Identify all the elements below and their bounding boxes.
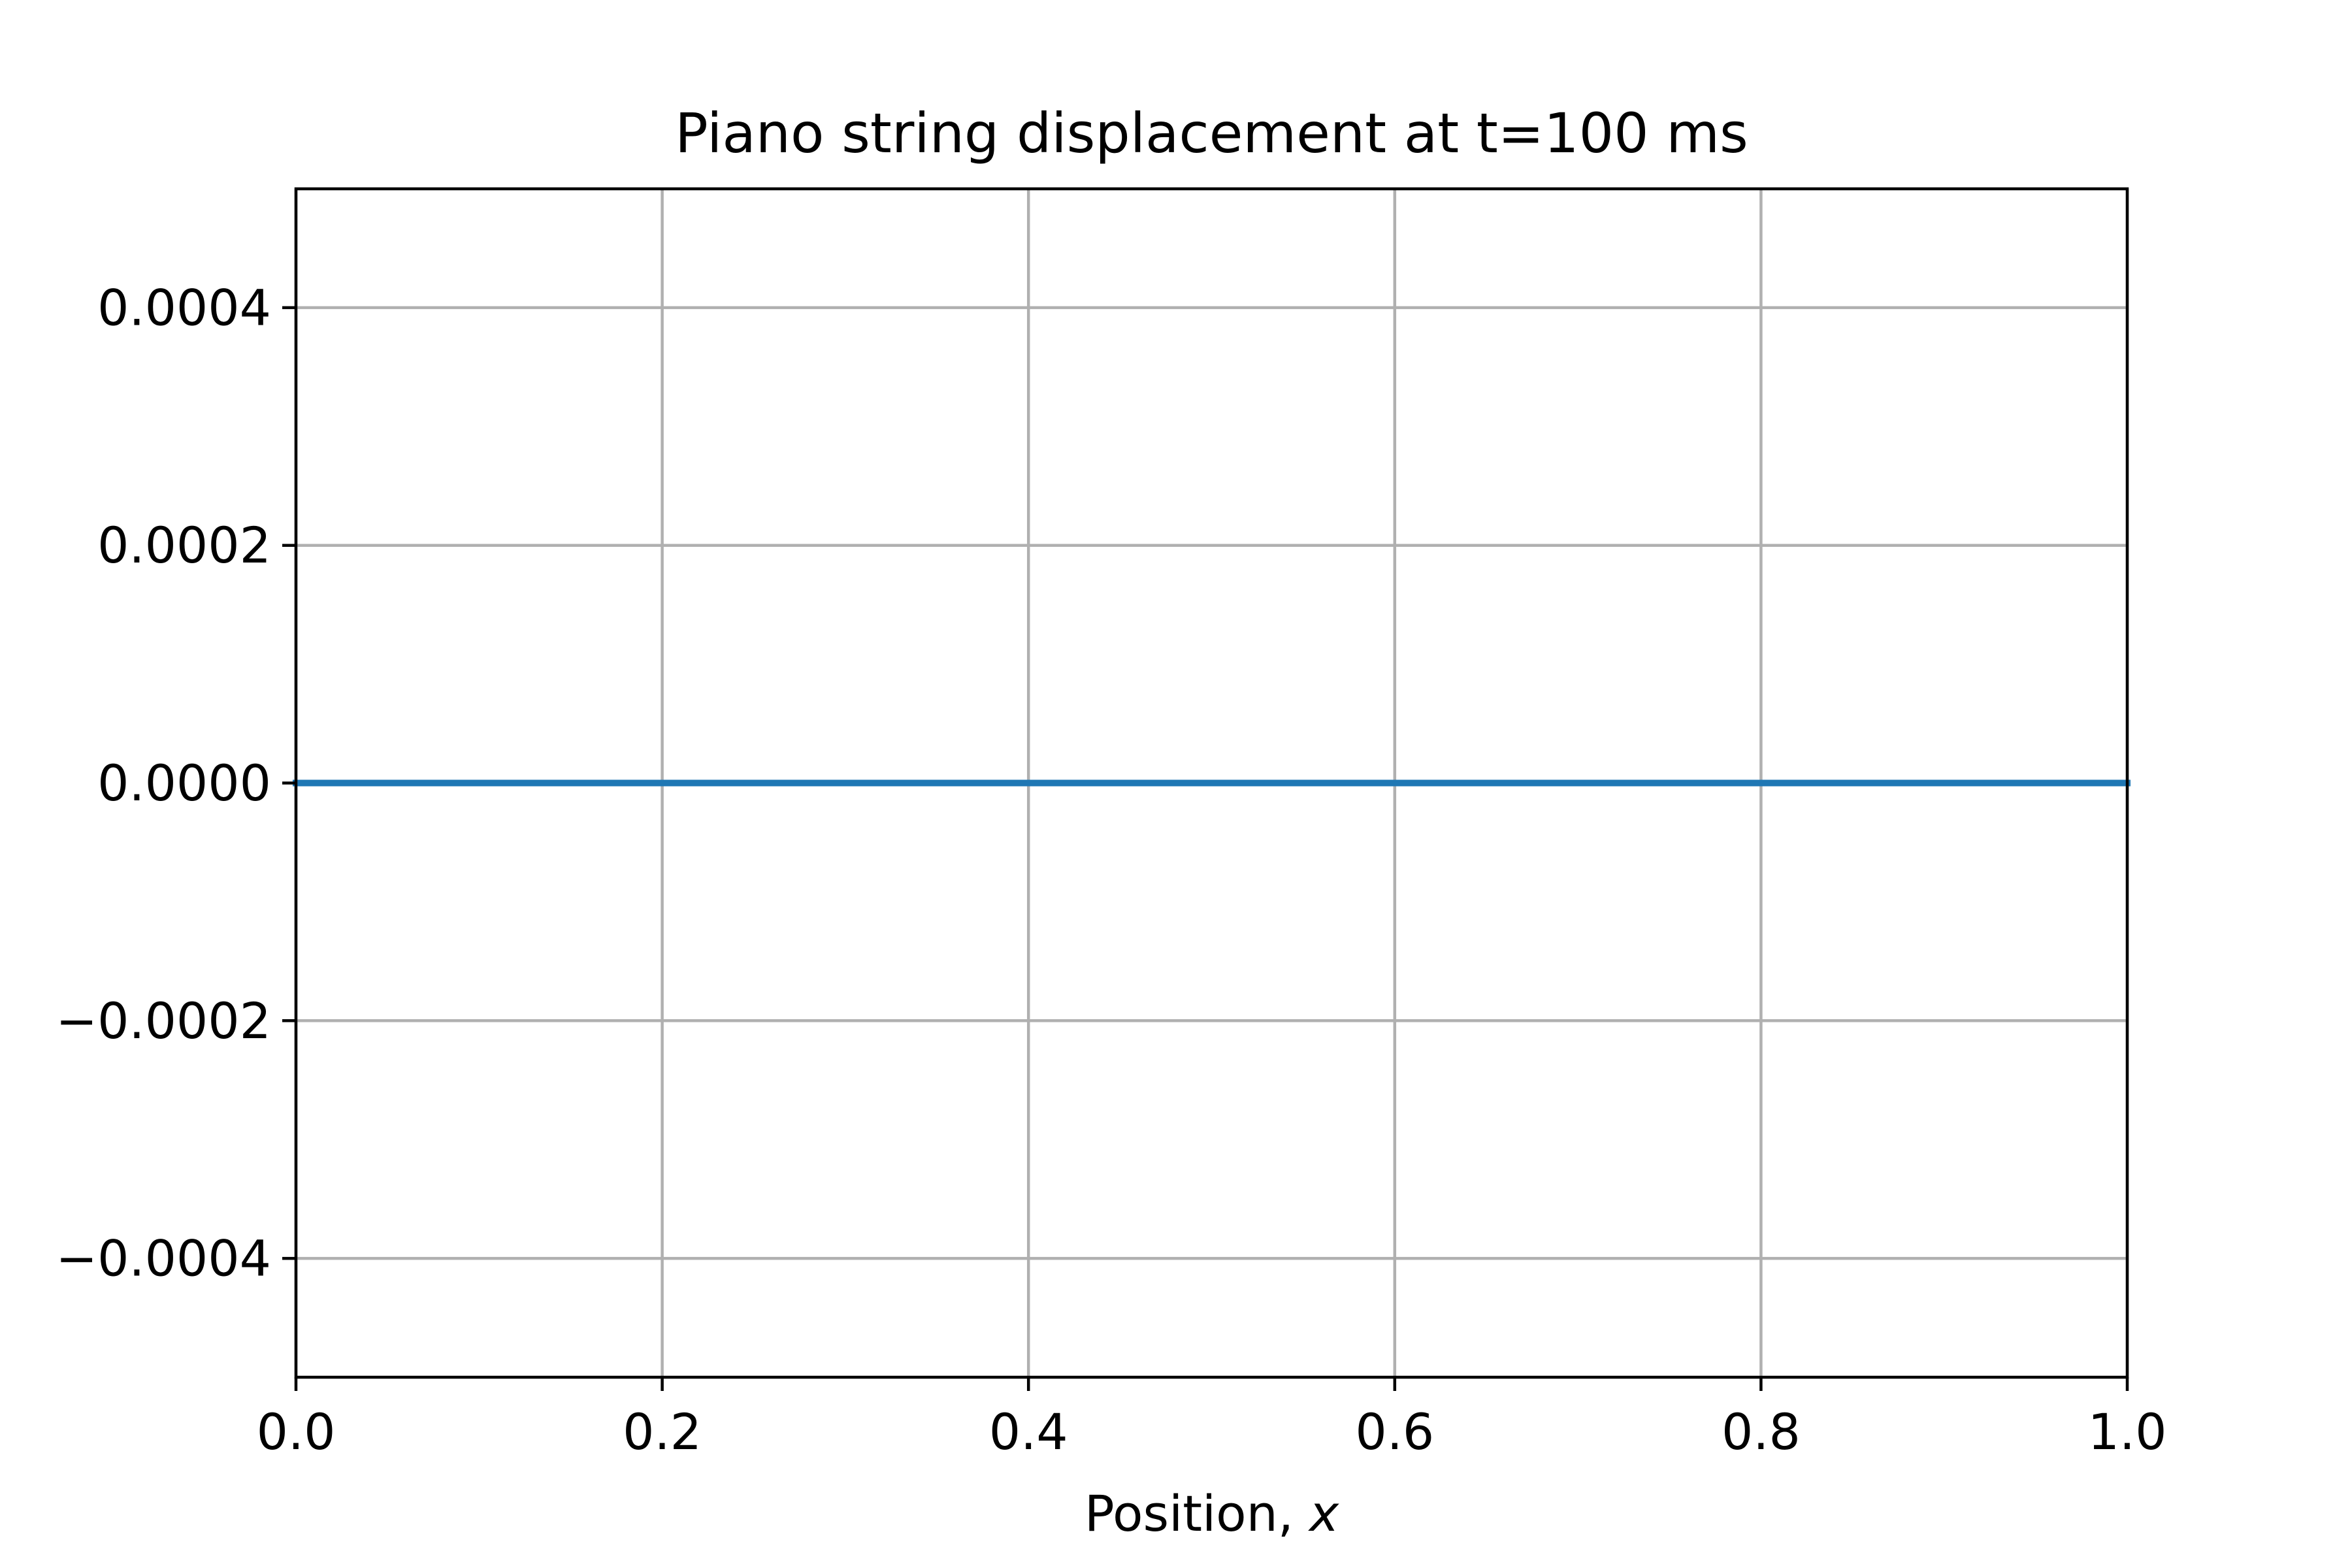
x-tick-label: 0.2 (623, 1403, 702, 1461)
y-tick-label: 0.0000 (97, 754, 271, 812)
x-tick-label: 1.0 (2088, 1403, 2167, 1461)
x-tick-label: 0.4 (989, 1403, 1068, 1461)
y-tick-label: −0.0004 (56, 1230, 271, 1288)
y-tick-label: −0.0002 (56, 992, 271, 1050)
x-tick-label: 0.6 (1355, 1403, 1434, 1461)
x-axis-label-text: Position, (1085, 1484, 1309, 1543)
y-axis-ticks: −0.0004 −0.0002 0.0000 0.0002 0.0004 (56, 278, 296, 1288)
chart-title: Piano string displacement at t=100 ms (675, 101, 1748, 165)
y-tick-label: 0.0002 (97, 516, 271, 574)
y-tick-label: 0.0004 (97, 278, 271, 336)
x-tick-label: 0.8 (1722, 1403, 1801, 1461)
x-axis-label: Position, x (1085, 1484, 1339, 1543)
x-tick-label: 0.0 (257, 1403, 336, 1461)
x-axis-label-variable: x (1308, 1484, 1339, 1543)
x-axis-ticks: 0.0 0.2 0.4 0.6 0.8 1.0 (257, 1377, 2167, 1461)
